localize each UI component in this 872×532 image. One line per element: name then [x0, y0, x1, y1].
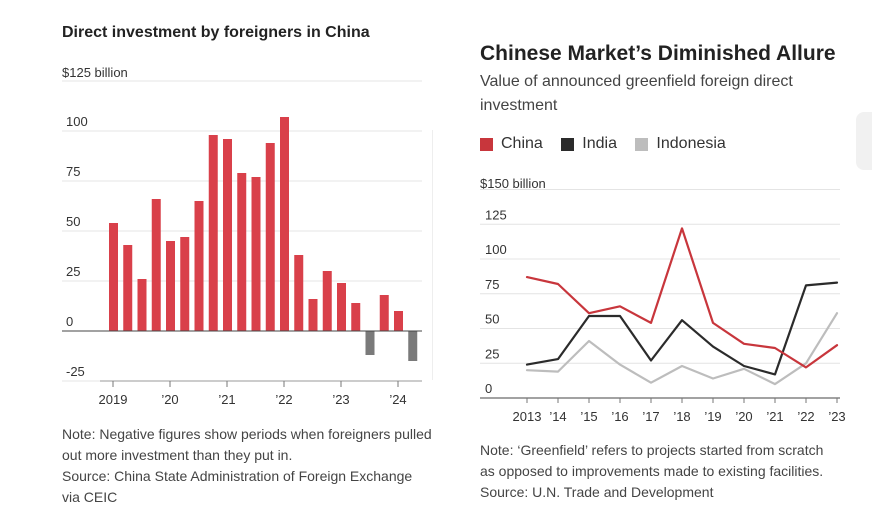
left-x-tick-label: ’23: [332, 392, 349, 407]
left-bar: [294, 255, 304, 331]
right-x-tick-label: ’23: [828, 409, 845, 424]
left-note-text: Note: Negative figures show periods when…: [62, 426, 432, 463]
legend-item-china: China: [480, 135, 543, 153]
left-bar: [194, 201, 204, 331]
right-y-tick-label: 100: [485, 242, 507, 257]
right-x-tick-label: ’14: [549, 409, 566, 424]
left-bar: [408, 331, 418, 361]
right-y-tick-label: 0: [485, 381, 492, 396]
right-chart-legend: China India Indonesia: [480, 135, 740, 156]
right-y-tick-label: 75: [485, 277, 499, 292]
left-y-axis-top-label: $125 billion: [62, 65, 128, 80]
left-y-tick-label: 25: [66, 264, 80, 279]
left-y-tick-label: 0: [66, 314, 73, 329]
left-y-tick-label: 50: [66, 214, 80, 229]
legend-swatch-indonesia: [635, 137, 649, 151]
right-x-tick-label: ’17: [642, 409, 659, 424]
legend-label-india: India: [582, 135, 617, 152]
left-bar: [308, 299, 318, 331]
right-note-text: Note: ‘Greenfield’ refers to projects st…: [480, 442, 824, 479]
left-source-text: Source: China State Administration of Fo…: [62, 468, 413, 505]
left-bar: [280, 117, 289, 331]
left-chart-title: Direct investment by foreigners in China: [62, 24, 370, 41]
legend-swatch-india: [561, 137, 575, 151]
left-bar: [265, 143, 275, 331]
left-x-tick-label: ’20: [161, 392, 178, 407]
right-chart-title: Chinese Market’s Diminished Allure: [480, 42, 836, 65]
right-y-tick-label: 50: [485, 312, 499, 327]
left-y-tick-label: 100: [66, 114, 88, 129]
right-y-tick-label: 25: [485, 346, 499, 361]
legend-swatch-china: [480, 137, 493, 151]
series-line-indonesia: [525, 312, 839, 386]
left-bar: [337, 283, 346, 331]
panel-divider: [432, 130, 433, 380]
right-y-tick-label: 125: [485, 207, 507, 222]
right-x-tick-label: ’18: [673, 409, 690, 424]
legend-item-indonesia: Indonesia: [635, 135, 726, 153]
left-bar: [208, 135, 218, 331]
series-line-india: [525, 281, 839, 376]
left-bar: [351, 303, 361, 331]
right-chart-footnote: Note: ‘Greenfield’ refers to projects st…: [480, 440, 825, 503]
left-y-tick-label: 75: [66, 164, 80, 179]
left-x-tick-label: ’21: [218, 392, 235, 407]
right-y-axis-top-label: $150 billion: [480, 176, 546, 191]
left-bar: [166, 241, 175, 331]
left-bar: [123, 245, 133, 331]
right-source-text: Source: U.N. Trade and Development: [480, 484, 714, 500]
right-x-tick-label: ’19: [704, 409, 721, 424]
legend-label-indonesia: Indonesia: [656, 135, 726, 152]
legend-item-india: India: [561, 135, 617, 153]
right-chart-subtitle: Value of announced greenfield foreign di…: [480, 73, 793, 114]
left-bar: [394, 311, 403, 331]
left-x-tick-label: 2019: [99, 392, 128, 407]
right-x-tick-label: ’16: [611, 409, 628, 424]
left-chart-footnote: Note: Negative figures show periods when…: [62, 424, 432, 508]
left-bar: [180, 237, 190, 331]
left-x-tick-label: ’22: [275, 392, 292, 407]
left-bar: [379, 295, 389, 331]
side-scroll-handle[interactable]: [856, 112, 872, 170]
right-line-chart: 125 100 75 50 25 0 2013 ’14 ’15 ’16 ’17 ’18 ’19 ’20 ’2…: [480, 189, 846, 424]
left-bar-chart: 100 75 50 25 0 -25 2019 ’20 ’21 ’22 ’23 ’24: [62, 80, 422, 407]
left-bar: [365, 331, 375, 355]
right-x-tick-label: ’20: [735, 409, 752, 424]
left-y-tick-label: -25: [66, 364, 85, 379]
left-bar: [109, 223, 118, 331]
series-line-china: [525, 227, 839, 369]
left-bar: [151, 199, 161, 331]
left-bar: [137, 279, 147, 331]
legend-label-china: China: [501, 135, 543, 152]
right-x-tick-label: ’22: [797, 409, 814, 424]
right-x-tick-label: 2013: [513, 409, 542, 424]
left-bar: [223, 139, 232, 331]
left-bar: [251, 177, 261, 331]
right-x-tick-label: ’15: [580, 409, 597, 424]
left-x-tick-label: ’24: [389, 392, 406, 407]
left-bar: [322, 271, 332, 331]
left-bar: [237, 173, 247, 331]
right-x-tick-label: ’21: [766, 409, 783, 424]
